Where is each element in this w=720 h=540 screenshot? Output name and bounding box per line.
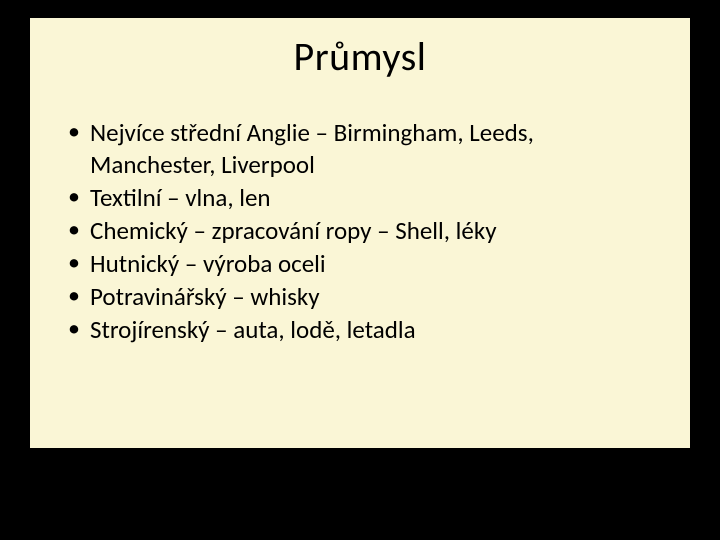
list-item: Textilní – vlna, len (64, 182, 656, 214)
list-item: Chemický – zpracování ropy – Shell, léky (64, 215, 656, 247)
list-item: Strojírenský – auta, lodě, letadla (64, 314, 656, 346)
slide-title: Průmysl (64, 32, 656, 81)
list-item: Potravinářský – whisky (64, 281, 656, 313)
list-item: Hutnický – výroba oceli (64, 248, 656, 280)
bullet-list: Nejvíce střední Anglie – Birmingham, Lee… (64, 117, 656, 346)
title-container: Průmysl (64, 32, 656, 81)
list-item: Nejvíce střední Anglie – Birmingham, Lee… (64, 117, 656, 181)
slide: Průmysl Nejvíce střední Anglie – Birming… (30, 18, 690, 448)
